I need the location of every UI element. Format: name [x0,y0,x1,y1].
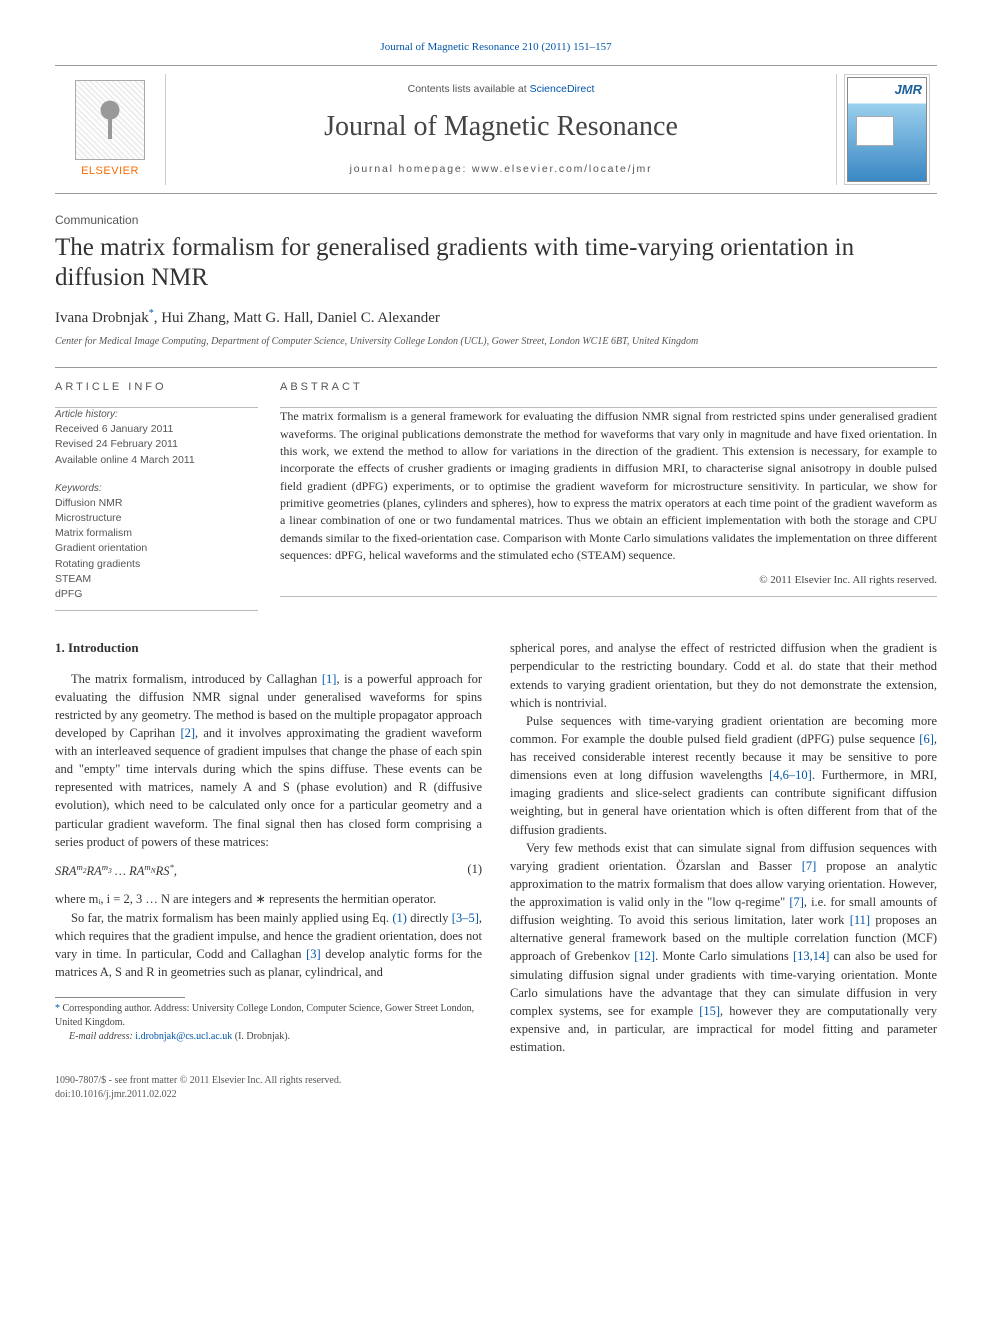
intro-heading: 1. Introduction [55,639,482,657]
citation-link[interactable]: [1] [322,672,337,686]
email-line: E-mail address: i.drobnjak@cs.ucl.ac.uk … [55,1030,482,1044]
publisher-block: ELSEVIER [55,80,165,179]
masthead: ELSEVIER Contents lists available at Sci… [55,65,937,194]
citation-link[interactable]: [13,14] [793,949,829,963]
authors-line: Ivana Drobnjak*, Hui Zhang, Matt G. Hall… [55,307,937,329]
corresponding-author-link[interactable]: * [149,308,154,319]
citation-link[interactable]: [3] [306,947,321,961]
citation-link[interactable]: [15] [699,1004,720,1018]
equation-number: (1) [467,861,482,881]
keyword: Microstructure [55,511,258,526]
rule [55,610,258,611]
citation-link[interactable]: [2] [180,726,195,740]
intro-paragraph: spherical pores, and analyse the effect … [510,639,937,712]
cover-abbrev: JMR [895,81,922,99]
email-label: E-mail address: [69,1031,135,1042]
article-info-abstract-row: ARTICLE INFO Article history: Received 6… [55,380,937,612]
keywords-label: Keywords: [55,482,258,496]
asterisk-icon: * [55,1003,63,1014]
keyword: Gradient orientation [55,541,258,556]
footer-doi: doi:10.1016/j.jmr.2011.02.022 [55,1088,937,1102]
history-lines: Received 6 January 2011 Revised 24 Febru… [55,422,258,468]
citation-link[interactable]: [3–5] [452,911,479,925]
equation: SRAm2RAm3 … RAmNRS*, (1) [55,861,482,881]
contents-line: Contents lists available at ScienceDirec… [166,82,836,97]
intro-paragraph: where mᵢ, i = 2, 3 … N are integers and … [55,890,482,908]
sciencedirect-link[interactable]: ScienceDirect [530,83,595,95]
abstract-text: The matrix formalism is a general framew… [280,408,937,565]
citation-link[interactable]: [7] [802,859,817,873]
history-line: Revised 24 February 2011 [55,437,258,452]
article-section-type: Communication [55,212,937,229]
keyword: dPFG [55,587,258,602]
top-citation-link[interactable]: Journal of Magnetic Resonance 210 (2011)… [380,41,611,53]
keyword: Diffusion NMR [55,496,258,511]
article-info-heading: ARTICLE INFO [55,380,258,395]
history-line: Available online 4 March 2011 [55,453,258,468]
rule [55,367,937,368]
citation-link[interactable]: [6] [919,732,934,746]
journal-homepage-line: journal homepage: www.elsevier.com/locat… [166,162,836,177]
page-footer: 1090-7807/$ - see front matter © 2011 El… [55,1074,937,1102]
history-line: Received 6 January 2011 [55,422,258,437]
citation-link[interactable]: [4,6–10] [769,768,812,782]
keywords-list: Diffusion NMR Microstructure Matrix form… [55,496,258,603]
top-citation: Journal of Magnetic Resonance 210 (2011)… [55,40,937,55]
history-label: Article history: [55,408,258,422]
body-column-left: 1. Introduction The matrix formalism, in… [55,639,482,1056]
email-link[interactable]: i.drobnjak@cs.ucl.ac.uk [135,1031,232,1042]
intro-paragraph: The matrix formalism, introduced by Call… [55,670,482,851]
citation-link[interactable]: [12] [634,949,655,963]
body-columns: 1. Introduction The matrix formalism, in… [55,639,937,1056]
cover-figure-icon [856,116,894,146]
keyword: Rotating gradients [55,557,258,572]
journal-name: Journal of Magnetic Resonance [166,107,836,146]
equation-ref-link[interactable]: (1) [392,911,407,925]
corresponding-author-note: * Corresponding author. Address: Univers… [55,1002,482,1030]
intro-paragraph: Very few methods exist that can simulate… [510,839,937,1057]
body-column-right: spherical pores, and analyse the effect … [510,639,937,1056]
intro-paragraph: So far, the matrix formalism has been ma… [55,909,482,982]
article-info-block: ARTICLE INFO Article history: Received 6… [55,380,280,612]
rule [280,596,937,597]
abstract-copyright: © 2011 Elsevier Inc. All rights reserved… [280,573,937,588]
article-title: The matrix formalism for generalised gra… [55,233,937,293]
footnote-rule [55,997,185,998]
keyword: Matrix formalism [55,526,258,541]
intro-paragraph: Pulse sequences with time-varying gradie… [510,712,937,839]
keyword: STEAM [55,572,258,587]
affiliation: Center for Medical Image Computing, Depa… [55,335,937,349]
citation-link[interactable]: [7] [789,895,804,909]
citation-link[interactable]: [11] [850,913,870,927]
elsevier-tree-icon [75,80,145,160]
publisher-name: ELSEVIER [81,164,139,179]
footer-line: 1090-7807/$ - see front matter © 2011 El… [55,1074,937,1088]
equation-body: SRAm2RAm3 … RAmNRS*, [55,861,177,881]
abstract-block: ABSTRACT The matrix formalism is a gener… [280,380,937,612]
abstract-heading: ABSTRACT [280,380,937,395]
journal-cover-thumbnail: JMR [847,77,927,182]
